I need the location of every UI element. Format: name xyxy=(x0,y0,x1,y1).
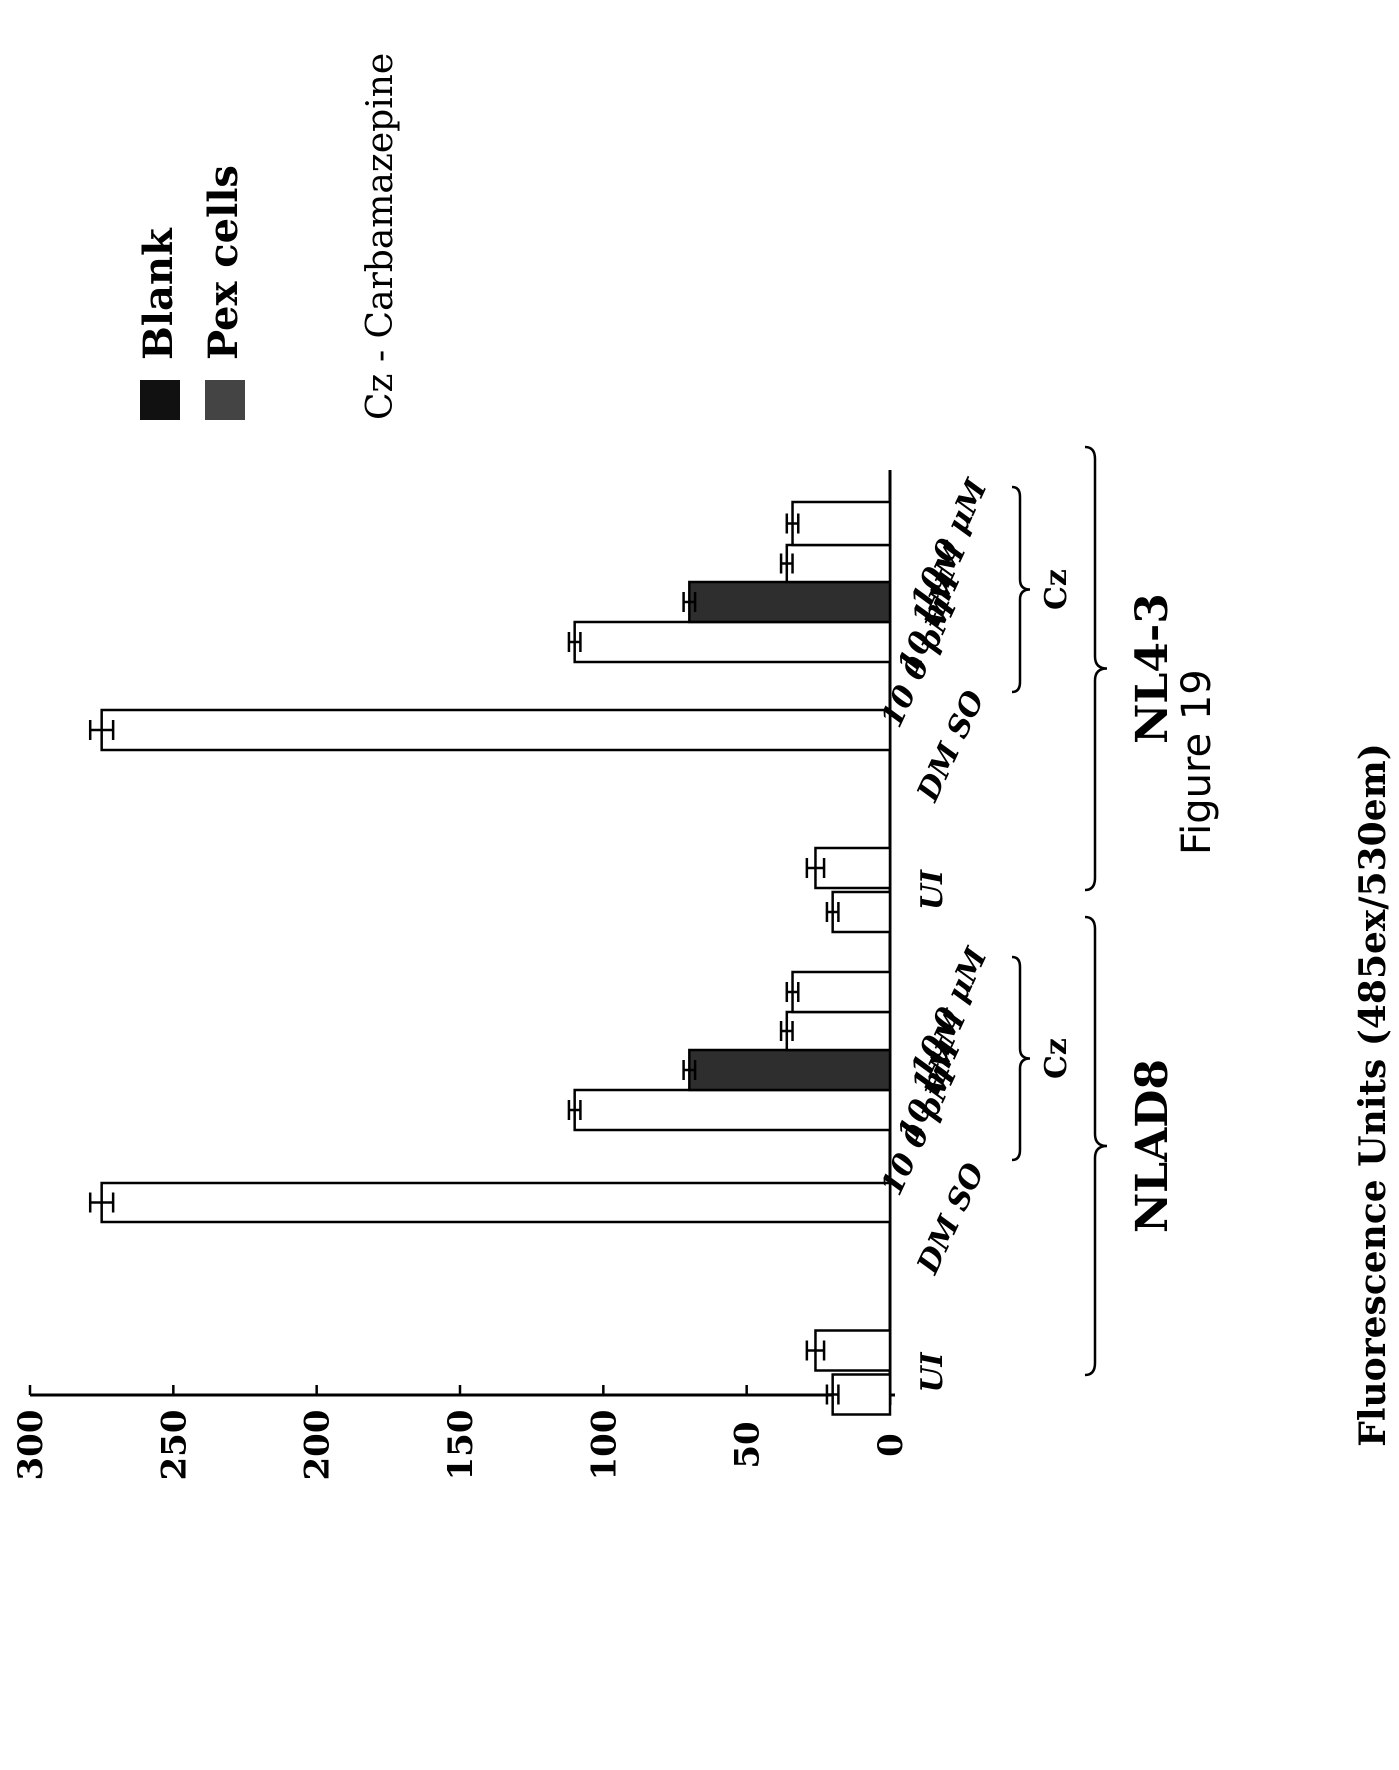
y-tick-label: 200 xyxy=(298,1410,338,1481)
y-tick-label: 0 xyxy=(871,1433,911,1457)
category-label: DM SO xyxy=(910,1158,992,1280)
error-bar xyxy=(88,1192,115,1213)
bar xyxy=(573,1088,892,1132)
error-bar xyxy=(779,1021,794,1041)
bar xyxy=(688,1048,892,1092)
legend: Blank Pex cells Cz - Carbamazepine Figure 1… xyxy=(135,53,1220,855)
bar xyxy=(100,1181,892,1224)
bars xyxy=(88,500,892,1416)
bar xyxy=(814,846,892,890)
y-tick-label: 300 xyxy=(11,1410,51,1481)
cz-brace xyxy=(1011,955,1031,1162)
carbamazepine-note: Cz - Carbamazepine xyxy=(360,53,401,420)
error-bar xyxy=(825,1384,840,1405)
bar xyxy=(814,1329,892,1372)
bar xyxy=(831,1373,892,1416)
bar xyxy=(785,1010,892,1052)
y-tick-label: 100 xyxy=(584,1410,624,1481)
y-tick-label: 150 xyxy=(441,1410,481,1481)
group-brace xyxy=(1084,445,1108,892)
category-label: UI xyxy=(915,869,950,910)
bar xyxy=(791,970,892,1014)
legend-label-blank: Blank xyxy=(135,227,182,360)
y-ticks: 0 50 100 150 200 250 300 xyxy=(11,1385,911,1480)
y-axis-label: Fluorescence Units (485ex/530em) xyxy=(1352,743,1394,1446)
rotated-chart-group: 0 50 100 150 200 250 300 Fluorescence Units (4… xyxy=(11,53,1394,1481)
group-label: NL4-3 xyxy=(1127,593,1178,744)
bar xyxy=(573,620,892,664)
bar xyxy=(785,543,892,584)
bar xyxy=(688,580,892,624)
error-bar xyxy=(825,902,840,922)
group-brace xyxy=(1084,915,1108,1377)
error-bar xyxy=(567,1100,582,1120)
legend-label-pex: Pex cells xyxy=(200,165,247,360)
error-bar xyxy=(805,1340,826,1361)
error-bar xyxy=(779,553,794,574)
error-bar xyxy=(567,632,582,652)
figure-caption: Figure 19 xyxy=(1174,669,1220,855)
error-bar xyxy=(682,1060,697,1080)
legend-swatch-pex xyxy=(205,380,245,420)
category-label: UI xyxy=(915,1351,950,1392)
error-bar xyxy=(682,592,697,612)
y-tick-label: 50 xyxy=(728,1421,768,1468)
error-bar xyxy=(88,720,115,740)
bar xyxy=(100,708,892,752)
error-bar xyxy=(785,513,800,534)
cz-label: Cz xyxy=(1039,569,1074,610)
error-bar xyxy=(805,858,826,878)
legend-swatch-blank xyxy=(140,380,180,420)
group-braces: Cz NLAD8 Cz NL4-3 xyxy=(1011,445,1178,1377)
error-bar xyxy=(785,982,800,1002)
group-label: NLAD8 xyxy=(1127,1059,1178,1233)
category-label: DM SO xyxy=(910,685,992,807)
cz-brace xyxy=(1011,485,1031,694)
cz-label: Cz xyxy=(1039,1038,1074,1079)
bar xyxy=(791,500,892,547)
bar xyxy=(831,890,892,934)
y-tick-label: 250 xyxy=(154,1410,194,1481)
